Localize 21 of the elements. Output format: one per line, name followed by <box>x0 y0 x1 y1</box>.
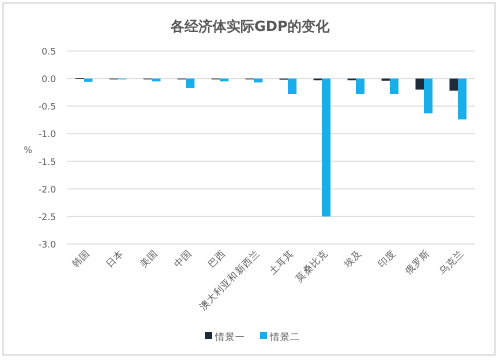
x-tick-label: 巴西 <box>206 248 228 270</box>
legend-label: 情景一 <box>214 331 245 343</box>
y-tick-label: -1.5 <box>38 158 56 168</box>
y-tick-label: -1.0 <box>38 130 56 140</box>
x-tick-label: 日本 <box>103 248 126 270</box>
x-tick-label: 俄罗斯 <box>402 248 432 278</box>
legend-label: 情景二 <box>269 331 300 343</box>
x-tick-label: 乌克兰 <box>436 248 466 278</box>
x-tick-label: 埃及 <box>340 248 364 271</box>
x-tick-label: 中国 <box>171 248 194 270</box>
y-tick-label: 0.0 <box>42 75 56 86</box>
chart-title: 各经济体实际GDP的变化 <box>169 18 331 35</box>
y-axis-title: % <box>24 146 33 156</box>
y-tick-label: -3.0 <box>38 240 56 250</box>
y-tick-label: -2.5 <box>38 212 56 223</box>
x-tick-label: 美国 <box>137 248 160 270</box>
y-tick-label: 0.5 <box>42 48 56 58</box>
y-tick-label: -0.5 <box>38 102 56 113</box>
x-tick-label: 印度 <box>375 248 398 270</box>
x-tick-label: 韩国 <box>69 248 92 270</box>
y-tick-label: -2.0 <box>38 185 56 196</box>
